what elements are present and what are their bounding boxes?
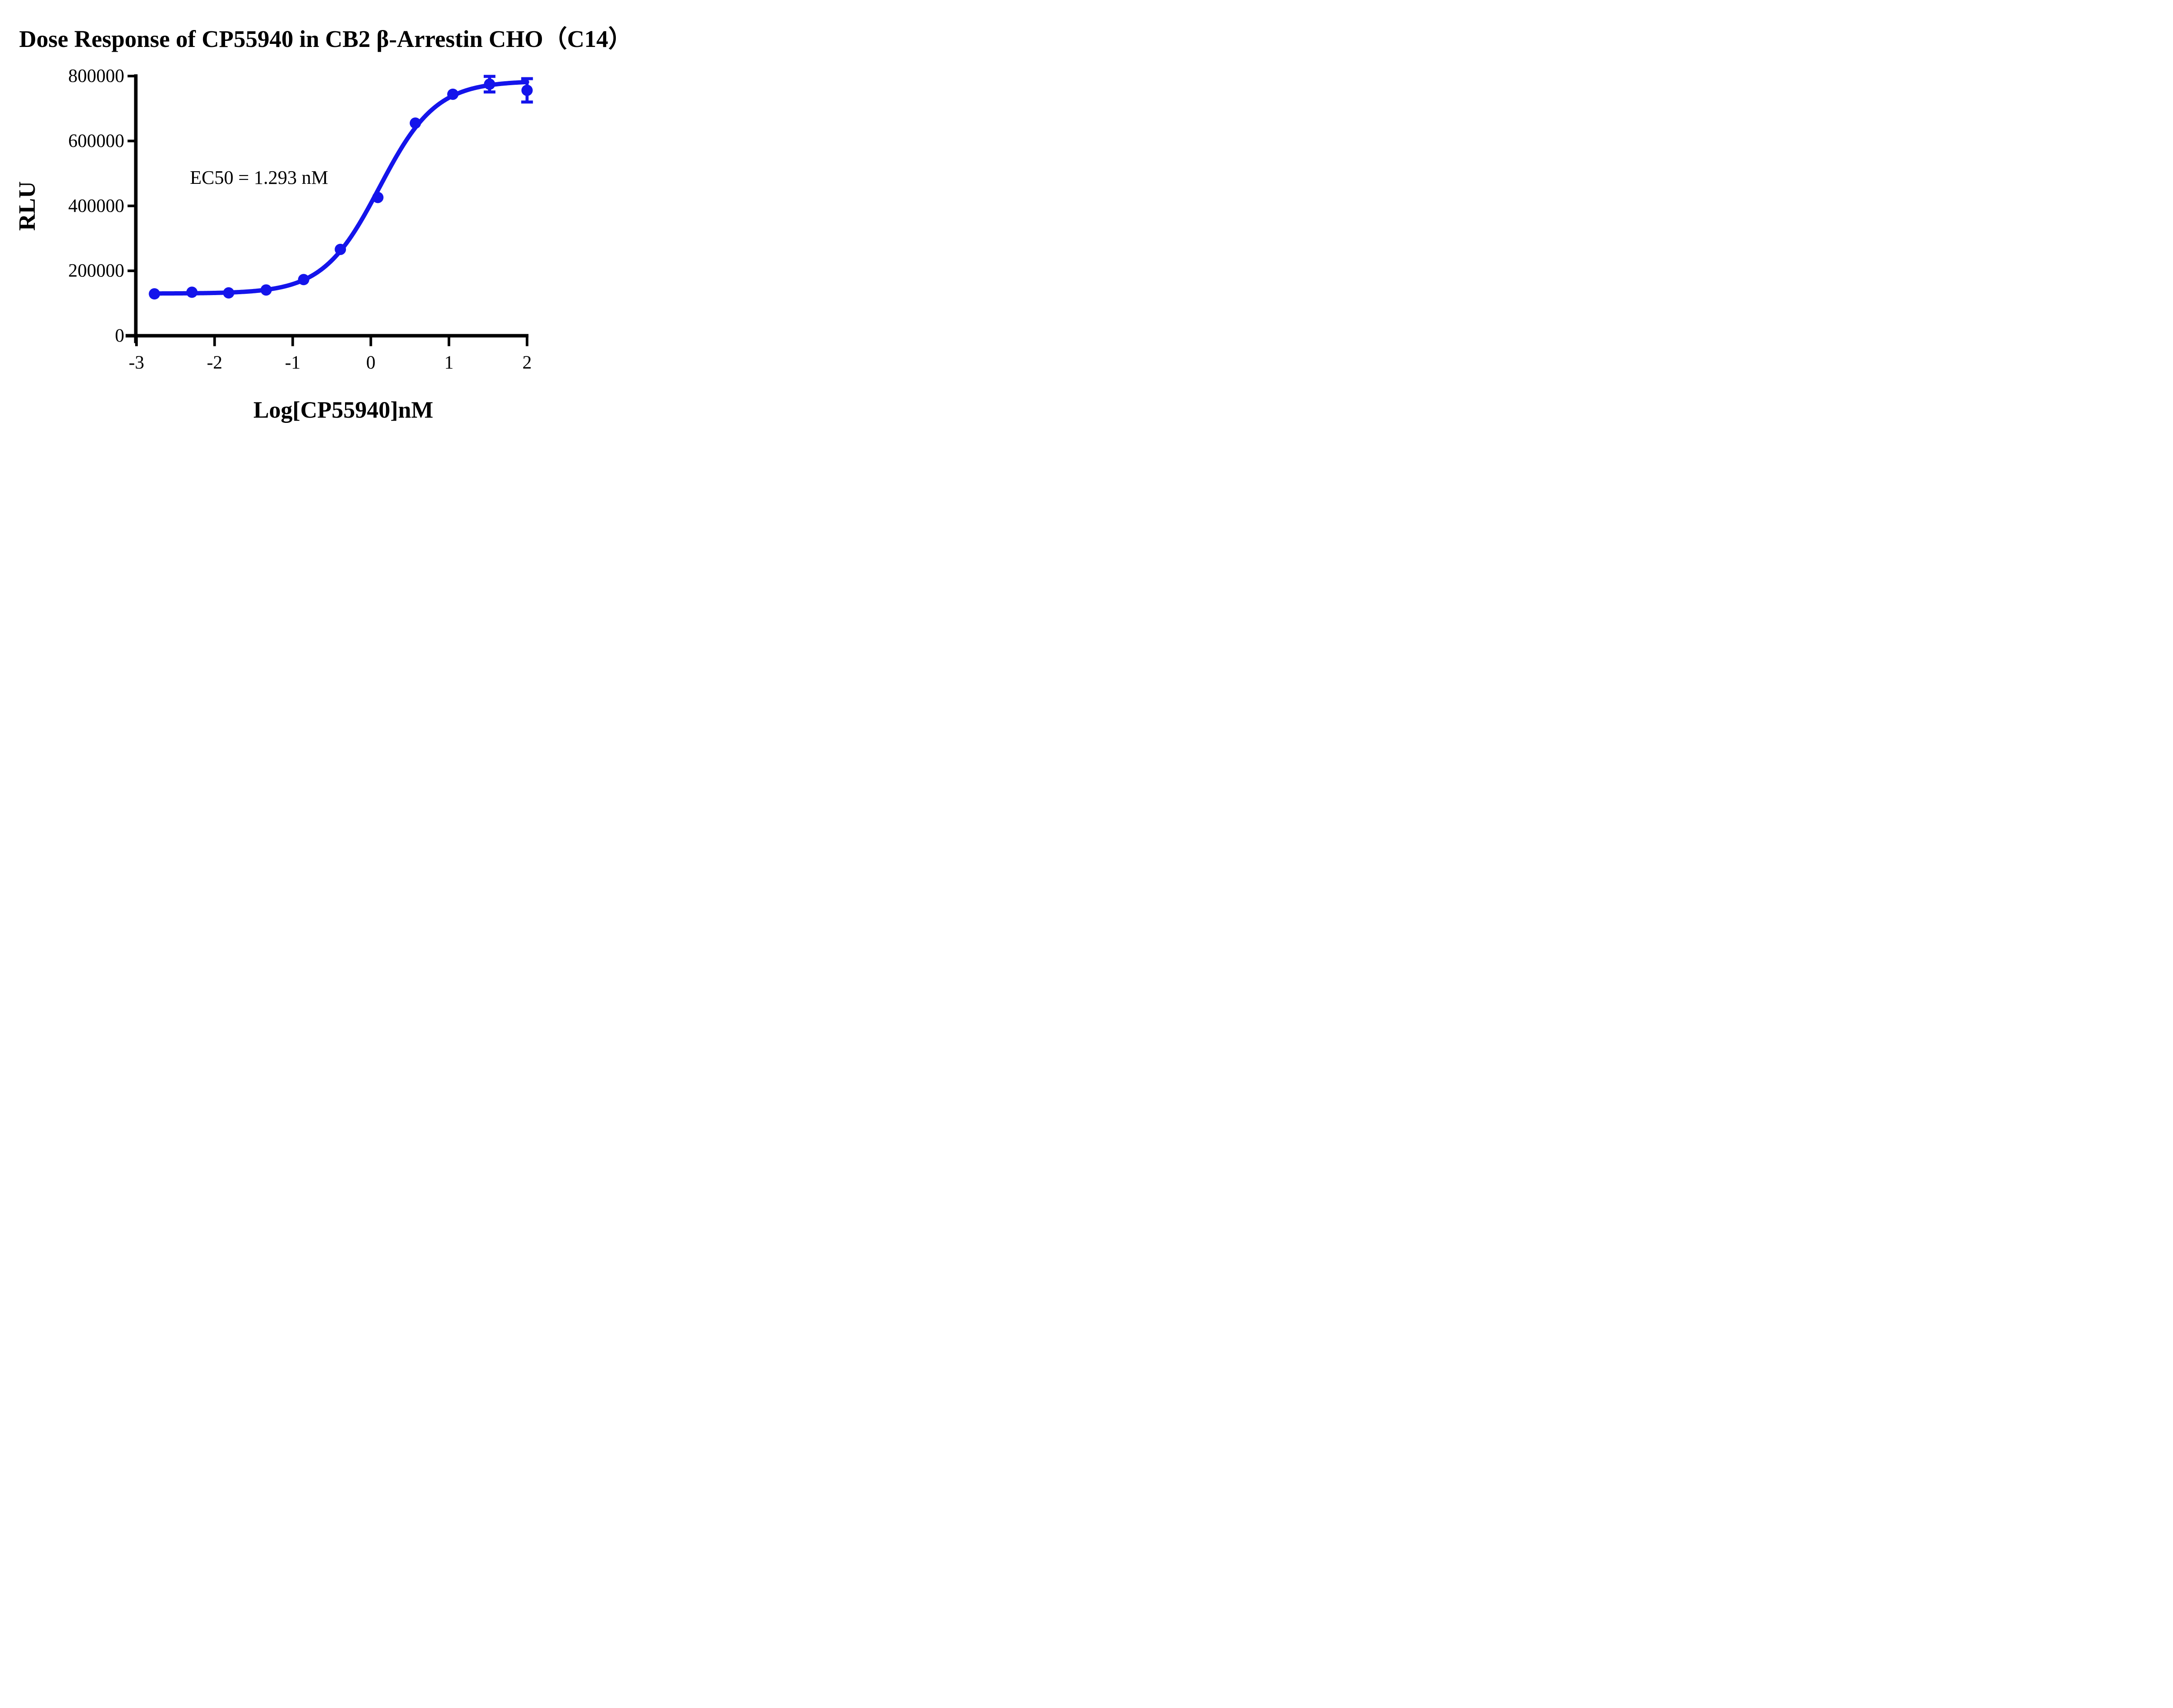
x-tick-label: 0: [366, 352, 376, 373]
data-point: [409, 117, 421, 129]
x-tick-label: -3: [129, 352, 144, 373]
data-point: [372, 192, 384, 203]
y-tick-label: 400000: [68, 196, 124, 216]
figure-canvas: Dose Response of CP55940 in CB2 β-Arrest…: [0, 0, 658, 427]
data-point: [447, 88, 459, 100]
data-point: [335, 243, 346, 255]
y-tick-label: 600000: [68, 131, 124, 151]
data-point: [521, 84, 533, 96]
x-tick-label: -1: [285, 352, 301, 373]
x-tick-label: 2: [522, 352, 532, 373]
fit-curve: [152, 80, 529, 296]
data-point: [484, 78, 495, 90]
data-point: [149, 288, 160, 300]
plot-area: 0 200000 400000 600000 800000 -3 -2 -1 0 1 2: [68, 66, 533, 373]
x-axis-title: Log[CP55940]nM: [253, 397, 433, 423]
data-point: [260, 284, 272, 296]
data-point: [223, 287, 235, 299]
x-tick-label: 1: [444, 352, 454, 373]
x-tick-label: -2: [207, 352, 223, 373]
y-tick-label: 0: [115, 326, 125, 346]
chart-title: Dose Response of CP55940 in CB2 β-Arrest…: [19, 26, 632, 52]
y-tick-label: 200000: [68, 261, 124, 281]
y-tick-label: 800000: [68, 66, 124, 86]
data-point: [298, 274, 309, 286]
ec50-annotation: EC50 = 1.293 nM: [190, 167, 329, 188]
data-point: [186, 286, 198, 298]
